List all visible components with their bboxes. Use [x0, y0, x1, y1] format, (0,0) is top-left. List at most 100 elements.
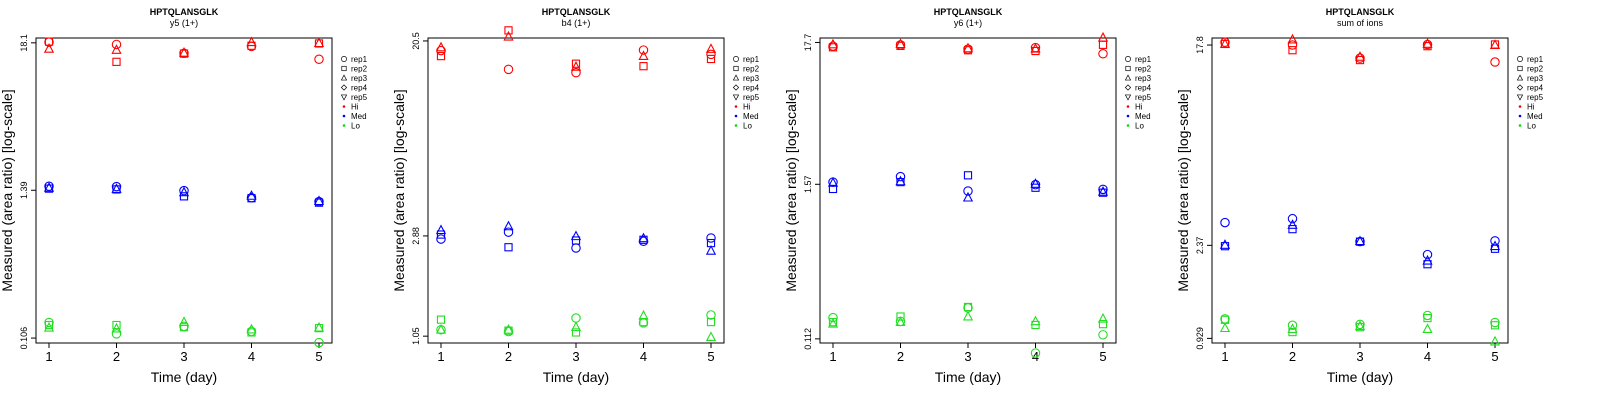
point-hi-rep3-day5 [1097, 31, 1109, 42]
legend-rep2-marker [1125, 65, 1131, 72]
point-med-rep1-day2 [895, 171, 906, 182]
point-hi-rep3-day5 [313, 37, 325, 48]
point-med-rep3-day4 [638, 232, 649, 243]
legend-rep1-marker [1517, 56, 1523, 62]
legend-rep5-label: rep5 [743, 93, 760, 102]
point-hi-rep1-day1 [1220, 37, 1230, 48]
legend-rep3-marker [340, 74, 348, 81]
panel-title: HPTQLANSGLK [542, 7, 611, 17]
legend-med-label: Med [351, 112, 367, 121]
plot-frame [427, 37, 725, 344]
point-med-rep3-day4 [1422, 254, 1433, 265]
point-lo-rep1-day1 [828, 312, 838, 323]
legend-rep4-marker [1516, 84, 1524, 91]
legend-rep5-marker [340, 94, 348, 101]
point-lo-rep1-day5 [1098, 330, 1108, 340]
point-lo-rep3-day4 [1422, 323, 1433, 334]
y-tick-label: 0.929 [1195, 327, 1205, 350]
point-med-rep2-day3 [1355, 237, 1365, 246]
point-lo-rep3-day2 [1287, 323, 1298, 334]
point-hi-rep3-day5 [1489, 39, 1501, 49]
point-hi-rep2-day3 [571, 59, 581, 68]
point-hi-rep1-day2 [1287, 40, 1298, 50]
point-med-rep2-day3 [571, 236, 581, 245]
point-med-rep3-day5 [313, 195, 325, 206]
point-lo-rep3-day1 [1219, 322, 1231, 333]
legend-rep3-marker [1516, 74, 1524, 81]
point-hi-rep3-day3 [570, 61, 582, 71]
legend-rep5-label: rep5 [1527, 93, 1544, 102]
point-hi-rep2-day1 [436, 51, 446, 61]
y-tick-label: 1.05 [411, 327, 421, 345]
point-med-rep3-day2 [1287, 219, 1298, 229]
x-tick-label: 3 [572, 349, 579, 364]
point-med-rep1-day2 [503, 227, 514, 237]
y-tick-label: 1.39 [19, 181, 29, 199]
legend-rep3-label: rep3 [1527, 74, 1544, 83]
legend-rep2-marker [341, 65, 347, 72]
point-lo-rep3-day5 [705, 331, 717, 342]
point-med-rep3-day3 [570, 230, 582, 241]
legend-rep3-label: rep3 [1135, 74, 1152, 83]
legend-rep1-label: rep1 [1527, 55, 1544, 64]
point-med-rep3-day5 [1489, 240, 1501, 251]
point-med-rep3-day3 [1354, 235, 1366, 246]
point-lo-rep2-day3 [571, 328, 581, 337]
point-lo-rep3-day4 [246, 323, 257, 334]
point-hi-rep3-day4 [246, 36, 257, 47]
panel-title: HPTQLANSGLK [1326, 7, 1395, 17]
legend-rep3-marker [1124, 74, 1132, 81]
y-tick-label: 2.88 [411, 227, 421, 245]
legend-rep2-marker [733, 65, 739, 72]
point-hi-rep3-day1 [827, 38, 839, 49]
x-tick-label: 1 [45, 349, 52, 364]
point-lo-rep2-day2 [896, 312, 905, 321]
x-tick-label: 1 [1221, 349, 1228, 364]
legend-rep4-marker [340, 84, 348, 91]
legend-hi-label: Hi [351, 103, 359, 112]
point-hi-rep1-day5 [706, 49, 716, 60]
point-med-rep3-day3 [962, 191, 974, 202]
point-med-rep1-day3 [179, 185, 189, 196]
legend-rep1-label: rep1 [743, 55, 760, 64]
legend-rep5-label: rep5 [351, 93, 368, 102]
legend-rep5-label: rep5 [1135, 93, 1152, 102]
y-axis-label: Measured (area ratio) [log-scale] [391, 89, 407, 291]
legend-hi-label: Hi [1527, 103, 1535, 112]
point-med-rep3-day2 [503, 220, 514, 231]
point-med-rep3-day4 [1030, 178, 1041, 188]
point-med-rep3-day4 [246, 190, 257, 200]
point-lo-rep3-day1 [435, 323, 447, 334]
point-hi-rep3-day3 [178, 47, 190, 57]
point-med-rep3-day1 [43, 182, 55, 192]
point-hi-rep3-day1 [1219, 38, 1231, 48]
legend-rep2-label: rep2 [1527, 65, 1544, 74]
x-tick-label: 5 [315, 349, 322, 364]
y-axis-label: Measured (area ratio) [log-scale] [0, 89, 15, 291]
x-tick-label: 1 [829, 349, 836, 364]
x-tick-label: 2 [505, 349, 512, 364]
point-hi-rep3-day2 [503, 30, 514, 41]
legend-rep1-marker [733, 56, 739, 62]
x-axis-label: Time (day) [935, 369, 1001, 385]
legend-rep3-marker [732, 74, 740, 81]
point-med-rep3-day5 [705, 244, 717, 255]
legend-rep4-label: rep4 [743, 84, 760, 93]
legend-lo-marker [1126, 124, 1130, 127]
point-hi-rep2-day2 [112, 57, 121, 66]
point-med-rep1-day5 [706, 233, 716, 243]
point-med-rep2-day3 [963, 171, 973, 180]
legend-lo-marker [734, 124, 738, 127]
point-med-rep3-day5 [1097, 186, 1109, 196]
point-lo-rep2-day3 [179, 323, 189, 332]
point-hi-rep1-day5 [314, 54, 324, 64]
legend-lo-label: Lo [351, 122, 360, 131]
point-lo-rep1-day4 [1030, 348, 1041, 358]
legend-rep5-marker [1516, 94, 1524, 101]
point-hi-rep3-day1 [43, 43, 55, 53]
point-lo-rep2-day5 [1490, 321, 1500, 330]
point-med-rep2-day2 [1288, 225, 1297, 234]
point-med-rep1-day3 [571, 243, 581, 253]
panel-title: HPTQLANSGLK [934, 7, 1003, 17]
point-med-rep2-day3 [179, 192, 189, 201]
